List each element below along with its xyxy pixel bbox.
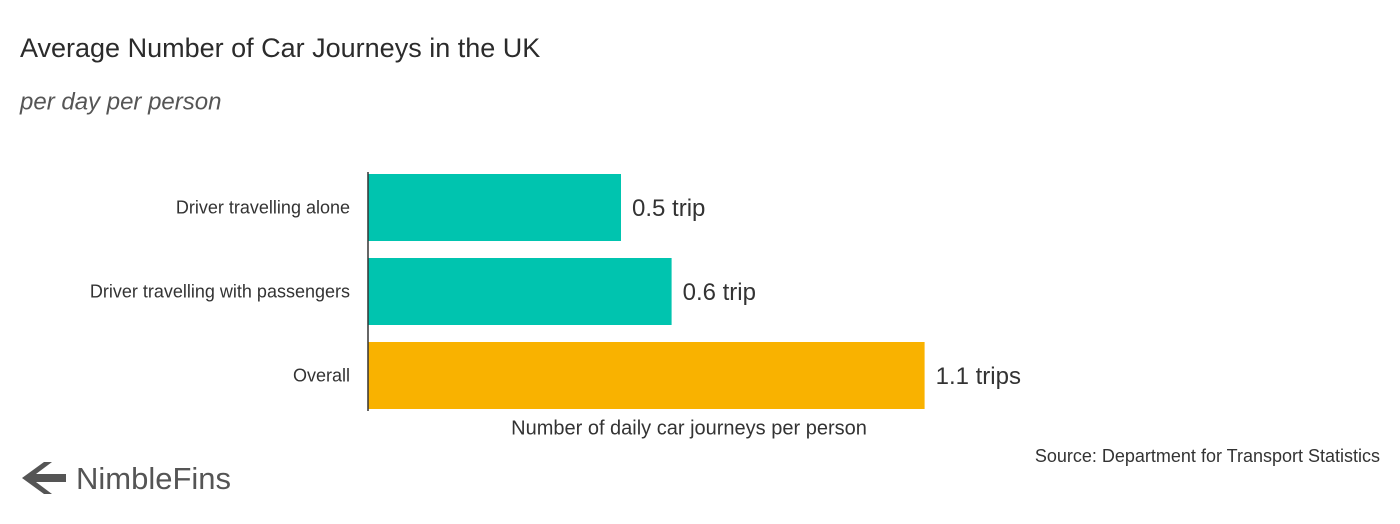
bar: [368, 258, 672, 325]
brand-logo: [22, 462, 66, 494]
y-tick-label: Overall: [293, 365, 350, 385]
bar: [368, 342, 925, 409]
chart-subtitle: per day per person: [19, 88, 221, 115]
value-label: 0.5 trip: [632, 195, 705, 222]
value-label: 0.6 trip: [683, 279, 756, 306]
value-label: 1.1 trips: [936, 363, 1021, 390]
bar: [368, 174, 621, 241]
chart-title: Average Number of Car Journeys in the UK: [20, 33, 540, 63]
source-note: Source: Department for Transport Statist…: [1035, 446, 1380, 466]
y-tick-label: Driver travelling with passengers: [90, 281, 350, 301]
brand-name: NimbleFins: [76, 461, 231, 496]
x-axis-label: Number of daily car journeys per person: [511, 417, 867, 439]
y-tick-label: Driver travelling alone: [176, 197, 350, 217]
plot-area: Driver travelling alone 0.5 trip Driver tr…: [90, 174, 1021, 409]
